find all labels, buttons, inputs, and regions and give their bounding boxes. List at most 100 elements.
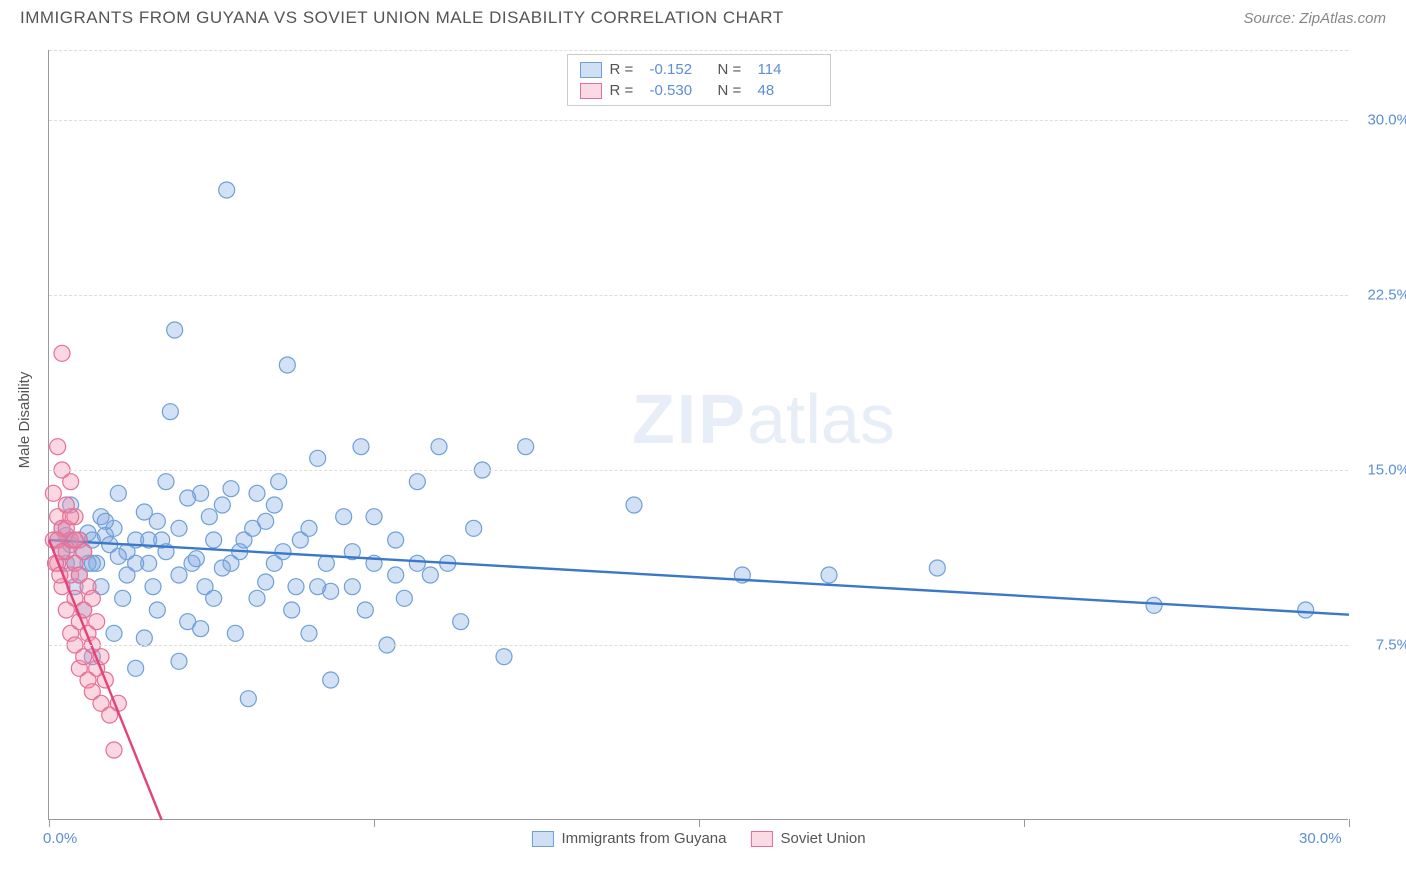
x-tick	[1024, 819, 1025, 827]
data-point	[301, 520, 317, 536]
data-point	[288, 579, 304, 595]
data-point	[821, 567, 837, 583]
data-point	[128, 555, 144, 571]
data-point	[1146, 597, 1162, 613]
x-tick	[374, 819, 375, 827]
gridline	[49, 645, 1348, 646]
y-tick-label: 22.5%	[1367, 287, 1406, 304]
data-point	[310, 450, 326, 466]
data-point	[206, 532, 222, 548]
data-point	[115, 590, 131, 606]
legend-swatch	[580, 83, 602, 99]
data-point	[97, 513, 113, 529]
data-point	[258, 513, 274, 529]
data-point	[206, 590, 222, 606]
legend-swatch	[531, 831, 553, 847]
data-point	[929, 560, 945, 576]
series-legend-item: Soviet Union	[751, 830, 866, 847]
data-point	[128, 660, 144, 676]
data-point	[223, 481, 239, 497]
data-point	[214, 560, 230, 576]
data-point	[188, 551, 204, 567]
legend-row: R = -0.530 N = 48	[580, 80, 818, 101]
legend-r-label: R =	[610, 82, 642, 99]
data-point	[63, 509, 79, 525]
x-tick	[699, 819, 700, 827]
data-point	[258, 574, 274, 590]
data-point	[149, 513, 165, 529]
data-point	[344, 579, 360, 595]
legend-n-value: 48	[758, 82, 818, 99]
legend-r-value: -0.530	[650, 82, 710, 99]
data-point	[171, 653, 187, 669]
correlation-legend: R = -0.152 N = 114 R = -0.530 N = 48	[567, 54, 831, 106]
data-point	[145, 579, 161, 595]
data-point	[336, 509, 352, 525]
data-point	[54, 345, 70, 361]
data-point	[366, 509, 382, 525]
legend-n-label: N =	[718, 61, 750, 78]
legend-swatch	[751, 831, 773, 847]
data-point	[388, 532, 404, 548]
legend-swatch	[580, 62, 602, 78]
y-tick-label: 15.0%	[1367, 462, 1406, 479]
data-point	[219, 182, 235, 198]
data-point	[193, 621, 209, 637]
data-point	[453, 614, 469, 630]
data-point	[110, 485, 126, 501]
data-point	[249, 590, 265, 606]
data-point	[67, 532, 83, 548]
data-point	[409, 555, 425, 571]
data-point	[171, 567, 187, 583]
data-point	[106, 625, 122, 641]
data-point	[1298, 602, 1314, 618]
x-tick-label: 0.0%	[43, 830, 77, 847]
data-point	[301, 625, 317, 641]
y-tick-label: 30.0%	[1367, 112, 1406, 129]
data-point	[466, 520, 482, 536]
series-legend-label: Soviet Union	[781, 830, 866, 847]
legend-n-value: 114	[758, 61, 818, 78]
data-point	[149, 602, 165, 618]
data-point	[106, 742, 122, 758]
data-point	[310, 579, 326, 595]
data-point	[227, 625, 243, 641]
data-point	[158, 474, 174, 490]
data-point	[50, 439, 66, 455]
x-tick	[1349, 819, 1350, 827]
gridline	[49, 295, 1348, 296]
data-point	[323, 672, 339, 688]
source-attribution: Source: ZipAtlas.com	[1243, 10, 1386, 27]
series-legend-label: Immigrants from Guyana	[561, 830, 726, 847]
data-point	[240, 691, 256, 707]
data-point	[266, 497, 282, 513]
y-axis-title: Male Disability	[16, 372, 33, 469]
chart-plot-area: ZIPatlas R =-0.152N =114R =-0.530N =48 I…	[48, 50, 1348, 820]
chart-title: IMMIGRANTS FROM GUYANA VS SOVIET UNION M…	[20, 8, 784, 28]
data-point	[171, 520, 187, 536]
x-tick	[49, 819, 50, 827]
data-point	[431, 439, 447, 455]
series-legend-item: Immigrants from Guyana	[531, 830, 726, 847]
y-tick-label: 7.5%	[1376, 637, 1406, 654]
data-point	[45, 485, 61, 501]
data-point	[518, 439, 534, 455]
legend-r-value: -0.152	[650, 61, 710, 78]
data-point	[136, 630, 152, 646]
data-point	[110, 548, 126, 564]
data-point	[318, 555, 334, 571]
data-point	[353, 439, 369, 455]
x-tick-label: 30.0%	[1299, 830, 1342, 847]
legend-r-label: R =	[610, 61, 642, 78]
data-point	[271, 474, 287, 490]
legend-n-label: N =	[718, 82, 750, 99]
regression-line	[49, 540, 1349, 615]
data-point	[496, 649, 512, 665]
data-point	[388, 567, 404, 583]
data-point	[279, 357, 295, 373]
data-point	[214, 497, 230, 513]
data-point	[396, 590, 412, 606]
data-point	[162, 404, 178, 420]
data-point	[89, 614, 105, 630]
chart-header: IMMIGRANTS FROM GUYANA VS SOVIET UNION M…	[0, 0, 1406, 32]
